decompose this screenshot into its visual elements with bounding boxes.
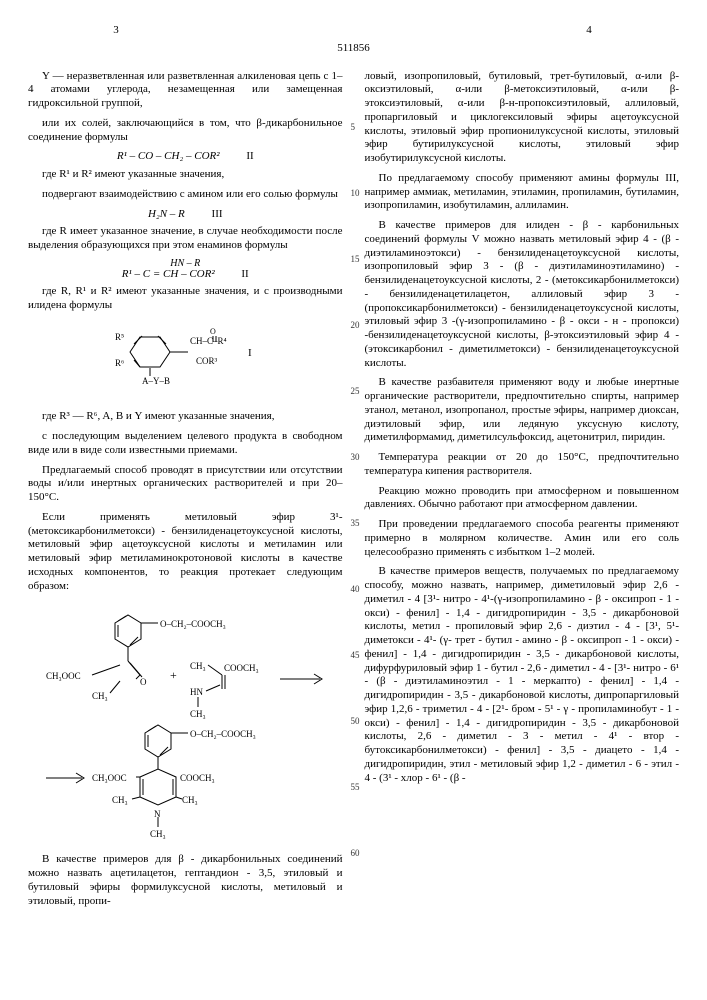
svg-text:O: O xyxy=(140,677,147,687)
formula-3: H₂N – R III xyxy=(28,208,343,222)
svg-text:COOCH₃: COOCH₃ xyxy=(180,773,215,783)
para: с последующим выделением целевого продук… xyxy=(28,430,343,458)
left-column: Y — неразветвленная или разветвленная ал… xyxy=(28,70,343,915)
para: ловый, изопропиловый, бутиловый, трет-бу… xyxy=(365,70,680,166)
svg-text:+: + xyxy=(170,668,177,682)
para: где R¹ и R² имеют указанные значения, xyxy=(28,168,343,182)
svg-text:CH₃: CH₃ xyxy=(190,709,206,719)
svg-text:I: I xyxy=(248,347,252,359)
para: где R³ — R⁶, A, B и Y имеют указанные зн… xyxy=(28,410,343,424)
para: По предлагаемому способу применяют амины… xyxy=(365,172,680,213)
svg-text:CH₃OOC: CH₃OOC xyxy=(92,773,127,783)
para: При проведении предлагаемого способа реа… xyxy=(365,518,680,559)
line-number: 25 xyxy=(351,386,360,397)
document-number: 511856 xyxy=(28,42,679,56)
para: В качестве примеров для илиден - β - кар… xyxy=(365,219,680,370)
line-number: 50 xyxy=(351,716,360,727)
para: где R имеет указанное значение, в случае… xyxy=(28,225,343,253)
svg-text:CH–C–R⁴: CH–C–R⁴ xyxy=(190,336,227,346)
para: В качестве примеров для β - дикарбонильн… xyxy=(28,853,343,908)
para: В качестве разбавителя применяют воду и … xyxy=(365,376,680,445)
svg-text:CH₃: CH₃ xyxy=(150,829,166,839)
formula-2: R¹ – CO – CH₂ – COR² II xyxy=(28,150,343,164)
line-number: 10 xyxy=(351,188,360,199)
right-column: ловый, изопропиловый, бутиловый, трет-бу… xyxy=(365,70,680,786)
line-number: 30 xyxy=(351,452,360,463)
reaction-scheme: O–CH₂–COOCH₃ CH₃OOC CH₃ O + CH₃ COOCH₃ xyxy=(28,603,343,843)
structure-ylidene: R⁵ R⁶ A–Y–B CH–C–R⁴ O COR³ I xyxy=(28,322,343,400)
svg-text:COOCH₃: COOCH₃ xyxy=(224,663,259,673)
svg-text:R⁶: R⁶ xyxy=(115,358,124,368)
line-number: 45 xyxy=(351,650,360,661)
line-number: 5 xyxy=(351,122,356,133)
svg-text:CH₃OOC: CH₃OOC xyxy=(46,671,81,681)
svg-text:A–Y–B: A–Y–B xyxy=(142,376,170,386)
svg-text:O–CH₂–COOCH₃: O–CH₂–COOCH₃ xyxy=(190,729,256,739)
line-number: 20 xyxy=(351,320,360,331)
page-header-numbers: 3 4 xyxy=(28,24,679,38)
para: Реакцию можно проводить при атмосферном … xyxy=(365,485,680,513)
para: В качестве примеров веществ, получаемых … xyxy=(365,565,680,785)
line-number: 60 xyxy=(351,848,360,859)
svg-text:O: O xyxy=(210,327,216,336)
line-number: 40 xyxy=(351,584,360,595)
svg-text:O–CH₂–COOCH₃: O–CH₂–COOCH₃ xyxy=(160,619,226,629)
svg-text:CH₃: CH₃ xyxy=(92,691,108,701)
svg-text:CH₃: CH₃ xyxy=(182,795,198,805)
para: где R, R¹ и R² имеют указанные значения,… xyxy=(28,285,343,313)
para: или их солей, заключающийся в том, что β… xyxy=(28,117,343,145)
svg-text:COR³: COR³ xyxy=(196,356,218,366)
line-number: 15 xyxy=(351,254,360,265)
svg-text:CH₃: CH₃ xyxy=(190,661,206,671)
right-column-wrap: 5 10 15 20 25 30 35 40 45 50 55 60 ловый… xyxy=(365,70,680,915)
two-column-layout: Y — неразветвленная или разветвленная ал… xyxy=(28,70,679,915)
para: Если применять метиловый эфир 3¹- (меток… xyxy=(28,511,343,594)
line-number: 55 xyxy=(351,782,360,793)
para: Y — неразветвленная или разветвленная ал… xyxy=(28,70,343,111)
page-num-left: 3 xyxy=(113,24,121,36)
line-number: 35 xyxy=(351,518,360,529)
page-num-right: 4 xyxy=(586,24,594,36)
para: Температура реакции от 20 до 150°С, пред… xyxy=(365,451,680,479)
formula-enamine: HN – R R¹ – C = CH – COR² II xyxy=(28,259,343,281)
svg-text:R⁵: R⁵ xyxy=(115,332,124,342)
svg-text:HN: HN xyxy=(190,687,203,697)
svg-text:CH₃: CH₃ xyxy=(112,795,128,805)
para: Предлагаемый способ проводят в присутств… xyxy=(28,464,343,505)
para: подвергают взаимодействию с амином или е… xyxy=(28,188,343,202)
